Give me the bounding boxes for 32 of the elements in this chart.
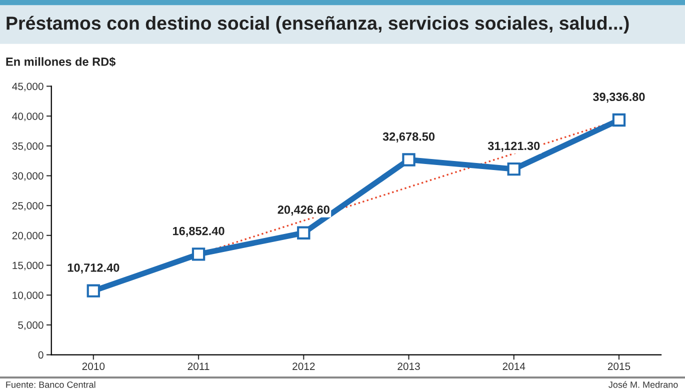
y-tick-label: 40,000 xyxy=(12,112,44,122)
data-label: 16,852.40 xyxy=(173,226,224,237)
x-tick-label: 2010 xyxy=(82,362,105,370)
point xyxy=(507,162,520,176)
data-label: 10,712.40 xyxy=(68,263,120,274)
x-tick-label: 2015 xyxy=(608,362,630,370)
y-tick-label: 10,000 xyxy=(12,292,44,300)
y-tick-label: 35,000 xyxy=(12,142,44,152)
text: José M. Medrano xyxy=(608,381,678,388)
point xyxy=(86,284,100,298)
x-tick-label: 2013 xyxy=(398,362,420,370)
data-label: 31,121.30 xyxy=(488,142,540,152)
data-label: 20,426.60 xyxy=(278,206,330,216)
y-tick-label: 20,000 xyxy=(12,232,44,241)
data-label: 39,336.80 xyxy=(592,92,645,103)
x-tick-label: 2014 xyxy=(502,362,526,370)
y-tick-label: 5,000 xyxy=(18,321,44,330)
y-tick-label: 25,000 xyxy=(12,202,44,211)
y-tick-label: 0 xyxy=(38,351,44,359)
x-tick-label: 2012 xyxy=(292,362,315,370)
chart-title: Préstamos con destino social (enseñanza, servicios sociales, salud...) xyxy=(6,16,629,34)
point xyxy=(612,113,626,127)
point xyxy=(402,153,416,166)
y-tick-label: 30,000 xyxy=(12,172,44,181)
x-tick-label: 2011 xyxy=(188,362,210,370)
point xyxy=(192,248,206,261)
y-axis-title: En millones de RD$ xyxy=(6,57,116,67)
y-tick-label: 45,000 xyxy=(12,82,44,92)
point xyxy=(297,226,310,240)
data-label: 32,678.50 xyxy=(382,132,435,142)
y-tick-label: 15,000 xyxy=(12,262,44,270)
source-note: Fuente: Banco Central xyxy=(6,381,96,388)
